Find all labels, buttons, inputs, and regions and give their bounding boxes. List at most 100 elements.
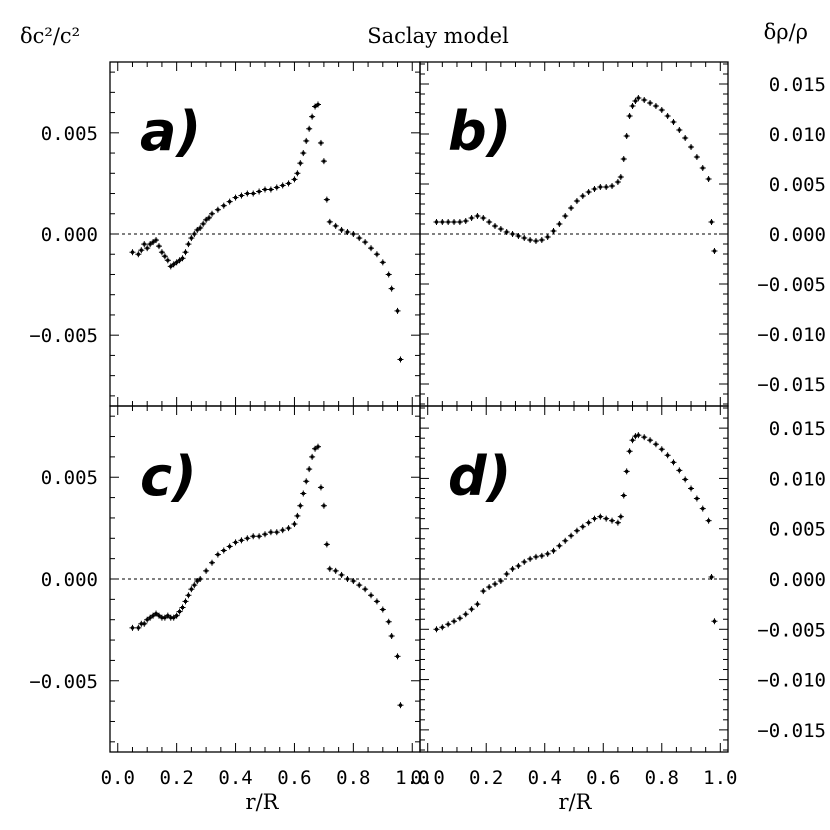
data-point-marker [292,522,296,526]
data-point [368,245,375,252]
data-point-marker [683,477,687,481]
data-point [238,192,245,199]
data-points [129,95,718,709]
right-y-tick-label: −0.015 [757,720,826,742]
data-point [191,231,198,237]
data-point [256,188,263,195]
data-point [153,237,160,244]
data-point [315,101,322,108]
data-point [509,565,516,572]
data-point [682,135,689,141]
data-point-marker [511,232,515,236]
data-point-marker [172,616,176,620]
data-point [200,220,207,227]
data-point-marker [701,166,705,170]
x-axis-title-right: r/R [559,790,593,814]
data-point [538,237,545,243]
data-point-marker [316,445,320,449]
data-point [550,547,557,554]
data-point [279,527,286,534]
zero-reference-lines [110,233,728,580]
data-point-marker [546,552,550,556]
data-point-marker [446,622,450,626]
data-point-marker [130,626,134,630]
data-point-marker [172,262,176,266]
data-point [297,160,304,167]
data-point [256,533,263,540]
data-point [538,552,545,559]
data-point [303,478,310,485]
data-point [456,219,463,225]
data-point-marker [440,625,444,629]
data-point [433,219,440,225]
data-point [356,235,363,242]
data-point-marker [534,239,538,243]
data-point-marker [390,287,394,291]
data-point-marker [301,151,305,155]
data-point [191,582,198,589]
data-point-marker [145,618,149,622]
data-point-marker [313,105,317,109]
data-point [480,588,487,595]
data-point [388,632,395,639]
data-point-marker [198,577,202,581]
right-y-tick-label: 0.010 [769,124,826,146]
data-point-marker [310,455,314,459]
panel-label-d: d) [448,445,511,508]
data-point [291,521,298,528]
data-point [379,259,386,266]
right-y-tick-label: 0.000 [769,224,826,246]
data-point-marker [616,180,620,184]
data-point-marker [183,599,187,603]
data-point [617,513,624,520]
data-point-marker [452,619,456,623]
data-point [708,573,715,580]
data-point-marker [369,246,373,250]
data-point [294,170,301,177]
data-point [664,113,671,119]
data-point-marker [175,260,179,264]
data-point-marker [516,234,520,238]
data-point-marker [322,504,326,508]
data-point [626,113,633,119]
data-point [658,107,665,113]
data-point [320,502,327,509]
data-point [208,210,215,217]
left-y-tick-label: −0.005 [29,325,98,347]
data-point-marker [677,128,681,132]
data-point [362,586,369,593]
right-y-tick-label: 0.015 [769,74,826,96]
data-point-marker [298,161,302,165]
data-point-marker [275,530,279,534]
data-point-marker [136,252,140,256]
data-point [320,158,327,165]
data-point-marker [660,447,664,451]
data-point [688,144,695,150]
data-point-marker [307,127,311,131]
data-point-marker [281,183,285,187]
right-y-tick-label: 0.015 [769,418,826,440]
data-point [497,578,504,585]
data-point-marker [304,479,308,483]
data-point [445,219,452,225]
data-point-marker [528,238,532,242]
data-point-marker [452,220,456,224]
data-point [141,241,148,248]
x-tick-label: 1.0 [395,767,429,789]
data-point-marker [396,654,400,658]
data-point [699,505,706,512]
data-point [394,653,401,660]
data-point-marker [189,236,193,240]
data-point [250,190,257,197]
data-point-marker [475,214,479,218]
right-y-tick-label: −0.005 [757,274,826,296]
data-point-marker [396,309,400,313]
x-axis-title-left: r/R [246,790,280,814]
data-point [397,356,404,363]
data-point [629,437,636,444]
data-point [451,219,458,225]
data-point-marker [387,620,391,624]
data-point [388,285,395,292]
right-y-tick-label: −0.015 [757,374,826,396]
